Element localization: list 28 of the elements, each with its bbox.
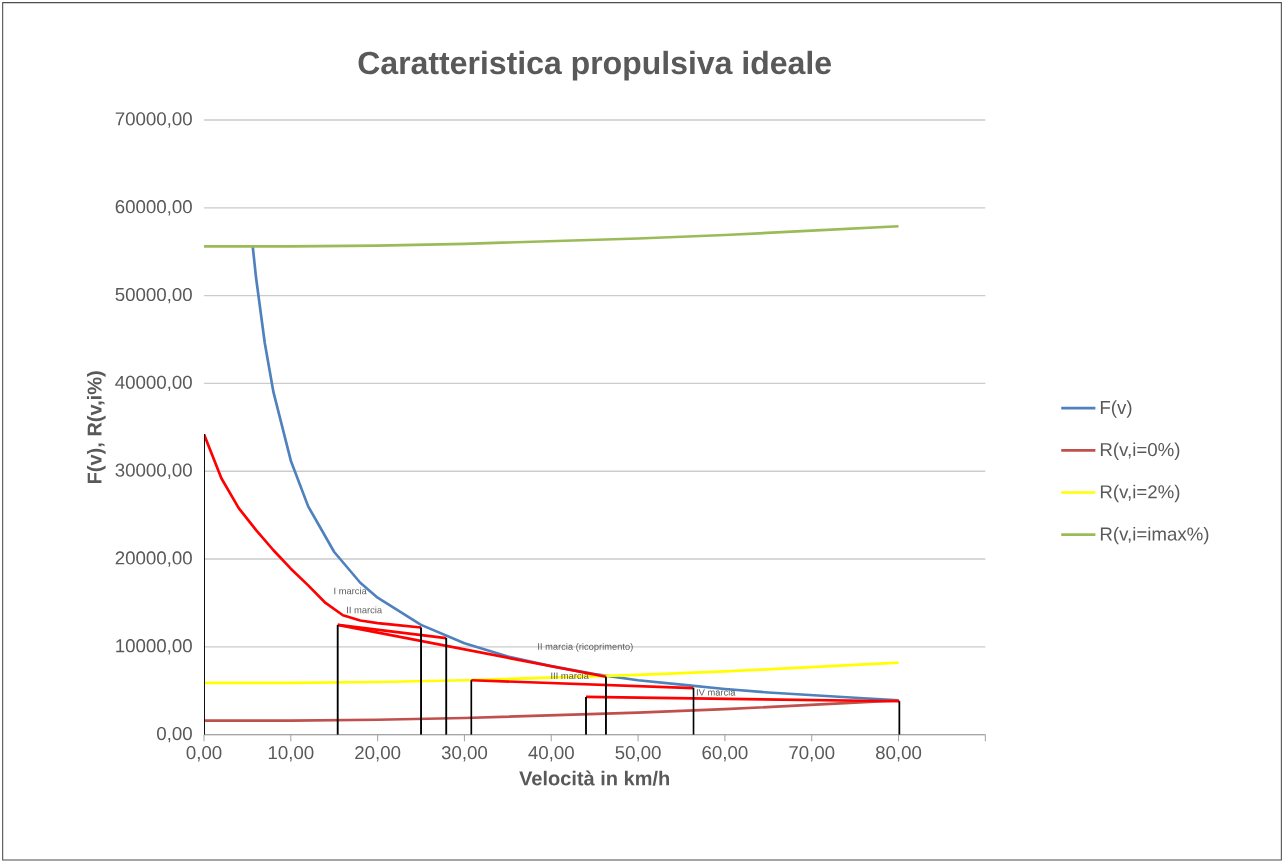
y-tick-label: 60000,00 xyxy=(115,200,192,216)
y-tick-label: 20000,00 xyxy=(115,551,192,567)
x-tick-label: 80,00 xyxy=(875,746,922,762)
annotation: I marcia xyxy=(334,587,367,595)
x-tick-label: 70,00 xyxy=(789,746,835,762)
x-tick-label: 30,00 xyxy=(441,746,488,762)
x-tick-label: 10,00 xyxy=(268,746,314,762)
legend-label: R(v,i=imax%) xyxy=(1100,527,1209,545)
x-tick-label: 50,00 xyxy=(615,746,661,762)
legend-label: R(v,i=2%) xyxy=(1100,484,1180,503)
annotation: IV marcia xyxy=(696,689,736,696)
y-tick-label: 70000,00 xyxy=(115,112,192,128)
y-tick-label: 50000,00 xyxy=(115,288,192,304)
x-tick-label: 40,00 xyxy=(528,746,574,762)
annotation: II marcia xyxy=(347,606,383,614)
x-tick-label: 60,00 xyxy=(702,746,748,762)
y-axis-title: F(v), R(v,i%) xyxy=(86,371,106,484)
x-axis-title: Velocità in km/h xyxy=(519,770,670,786)
chart-title: Caratteristica propulsiva ideale xyxy=(358,50,831,81)
x-tick-label: 20,00 xyxy=(355,746,401,762)
y-tick-label: 0,00 xyxy=(157,727,192,743)
x-tick-label: 0,00 xyxy=(186,746,222,762)
annotation: II marcia (ricoprimento) xyxy=(538,643,633,652)
y-tick-label: 10000,00 xyxy=(116,639,192,655)
legend-label: R(v,i=0%) xyxy=(1100,442,1180,461)
legend-label: F(v) xyxy=(1100,400,1132,418)
y-tick-label: 40000,00 xyxy=(115,375,192,392)
y-tick-label: 30000,00 xyxy=(115,463,192,480)
